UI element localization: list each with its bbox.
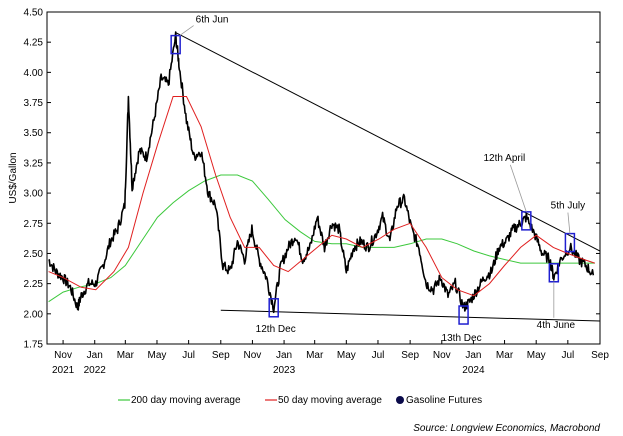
- legend-swatch: [396, 396, 404, 404]
- y-tick-label: 1.75: [24, 340, 44, 351]
- series-layer: [48, 31, 595, 314]
- marker-leader: [179, 25, 194, 36]
- marker-label: 5th July: [551, 201, 585, 212]
- x-tick-label: May: [148, 350, 167, 361]
- x-year-label: 2021: [52, 365, 75, 376]
- marker-label: 6th Jun: [196, 15, 229, 26]
- y-tick-label: 4.50: [24, 8, 44, 19]
- x-year-label: 2022: [84, 365, 107, 376]
- y-tick-label: 3.25: [24, 158, 44, 169]
- series-50-day-ma: [48, 96, 595, 297]
- x-tick-label: Jul: [372, 350, 385, 361]
- x-tick-label: Sep: [591, 350, 609, 361]
- event-markers: 6th Jun 12th Dec 13th Dec 12th April 4th Jun…: [170, 15, 585, 344]
- x-tick-label: Jul: [182, 350, 195, 361]
- legend: 200 day moving average 50 day moving aver…: [118, 395, 482, 406]
- y-tick-label: 2.00: [24, 309, 44, 320]
- marker-label: 4th June: [537, 320, 576, 331]
- x-year-label: 2024: [462, 365, 485, 376]
- marker-label: 12th Dec: [256, 324, 296, 335]
- x-tick-label: Sep: [401, 350, 419, 361]
- y-tick-label: 4.25: [24, 38, 44, 49]
- trendline: [175, 32, 601, 252]
- x-tick-label: Mar: [496, 350, 514, 361]
- series-gasoline-futures: [48, 31, 595, 314]
- plot-frame: [46, 11, 601, 345]
- x-tick-label: Jul: [561, 350, 574, 361]
- x-tick-label: Nov: [54, 350, 72, 361]
- y-axis-ticks: 4.50 4.25 4.00 3.75 3.50 3.25 3.00 2.75 2.50 2.25…: [24, 8, 600, 351]
- marker-leader: [509, 164, 527, 212]
- marker-box: [458, 305, 469, 325]
- trendline: [220, 309, 601, 322]
- y-tick-label: 2.50: [24, 249, 44, 260]
- y-tick-label: 3.50: [24, 128, 44, 139]
- legend-label: 200 day moving average: [131, 395, 241, 406]
- x-tick-label: Nov: [433, 350, 451, 361]
- x-year-label: 2023: [273, 365, 296, 376]
- y-tick-label: 2.75: [24, 219, 44, 230]
- x-tick-label: Jan: [87, 350, 103, 361]
- marker-label: 13th Dec: [442, 333, 482, 344]
- x-tick-label: Jan: [276, 350, 292, 361]
- marker-leader: [567, 212, 571, 234]
- y-tick-label: 3.75: [24, 98, 44, 109]
- x-tick-label: Mar: [117, 350, 135, 361]
- marker-box: [268, 298, 279, 318]
- y-tick-label: 2.25: [24, 279, 44, 290]
- x-tick-label: Nov: [244, 350, 262, 361]
- y-tick-label: 3.00: [24, 189, 44, 200]
- marker-label: 12th April: [483, 153, 525, 164]
- x-tick-label: May: [527, 350, 546, 361]
- y-axis-label: US$/Gallon: [8, 152, 19, 203]
- trendlines: [175, 32, 601, 322]
- x-axis-ticks: Nov Jan Mar May Jul Sep Nov Jan Mar May Jul Sep Nov J…: [52, 340, 609, 376]
- source-note: Source: Longview Economics, Macrobond: [413, 423, 600, 434]
- x-tick-label: Sep: [212, 350, 230, 361]
- legend-label: 50 day moving average: [278, 395, 382, 406]
- x-tick-label: May: [337, 350, 356, 361]
- legend-label: Gasoline Futures: [406, 395, 482, 406]
- marker-box: [170, 34, 181, 55]
- x-tick-label: Mar: [306, 350, 324, 361]
- y-tick-label: 4.00: [24, 68, 44, 79]
- x-tick-label: Jan: [465, 350, 481, 361]
